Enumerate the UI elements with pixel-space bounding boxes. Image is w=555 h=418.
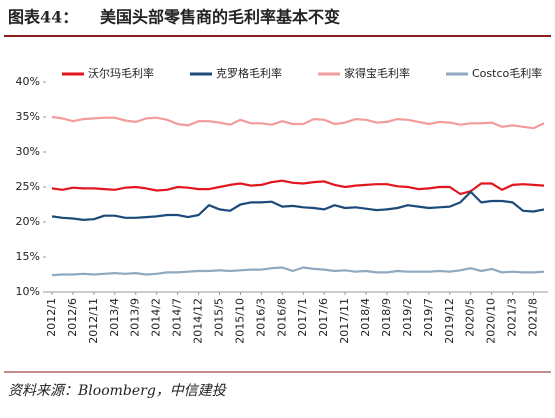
x-tick-label: 2017/11: [338, 298, 351, 344]
legend-label: 克罗格毛利率: [216, 66, 282, 80]
x-tick-label: 2012/6: [66, 298, 79, 337]
y-tick-label: 20%: [16, 215, 40, 228]
x-tick-label: 2014/12: [192, 298, 205, 344]
legend-label: 沃尔玛毛利率: [88, 66, 154, 80]
x-tick-label: 2014/2: [150, 298, 163, 337]
legend-label: Costco毛利率: [472, 66, 542, 80]
y-tick-label: 10%: [16, 285, 40, 298]
x-tick-label: 2019/12: [443, 298, 456, 344]
x-tick-label: 2019/2: [401, 298, 414, 337]
x-tick-label: 2013/4: [108, 298, 121, 337]
x-tick-label: 2018/4: [359, 298, 372, 337]
legend-label: 家得宝毛利率: [344, 66, 410, 80]
y-tick-label: 35%: [16, 110, 40, 123]
x-tick-label: 2020/5: [464, 298, 477, 337]
x-tick-label: 2019/7: [422, 298, 435, 337]
x-tick-label: 2017/1: [296, 298, 309, 337]
x-tick-label: 2017/6: [317, 298, 330, 337]
y-tick-label: 40%: [16, 75, 40, 88]
y-tick-label: 30%: [16, 145, 40, 158]
x-tick-label: 2015/10: [233, 298, 246, 344]
x-tick-label: 2015/5: [212, 298, 225, 337]
series-line: [51, 266, 545, 277]
x-tick-label: 2016/3: [254, 298, 267, 337]
x-tick-label: 2016/8: [275, 298, 288, 337]
x-tick-label: 2012/1: [45, 298, 58, 337]
x-tick-label: 2018/9: [380, 298, 393, 337]
x-tick-label: 2021/8: [527, 298, 540, 337]
x-tick-label: 2012/11: [87, 298, 100, 344]
series-line: [51, 179, 545, 196]
x-tick-label: 2014/7: [171, 298, 184, 337]
x-tick-label: 2013/9: [129, 298, 142, 337]
chart-title: 美国头部零售商的毛利率基本不变: [100, 8, 340, 27]
y-tick-label: 25%: [16, 180, 40, 193]
source: 资料来源：Bloomberg，中信建投: [8, 383, 228, 399]
y-tick-label: 15%: [16, 250, 40, 263]
series-line: [51, 190, 545, 221]
x-tick-label: 2020/10: [485, 298, 498, 344]
series-line: [51, 115, 545, 130]
x-tick-label: 2021/3: [506, 298, 519, 337]
figure-label: 图表44：: [8, 8, 78, 27]
